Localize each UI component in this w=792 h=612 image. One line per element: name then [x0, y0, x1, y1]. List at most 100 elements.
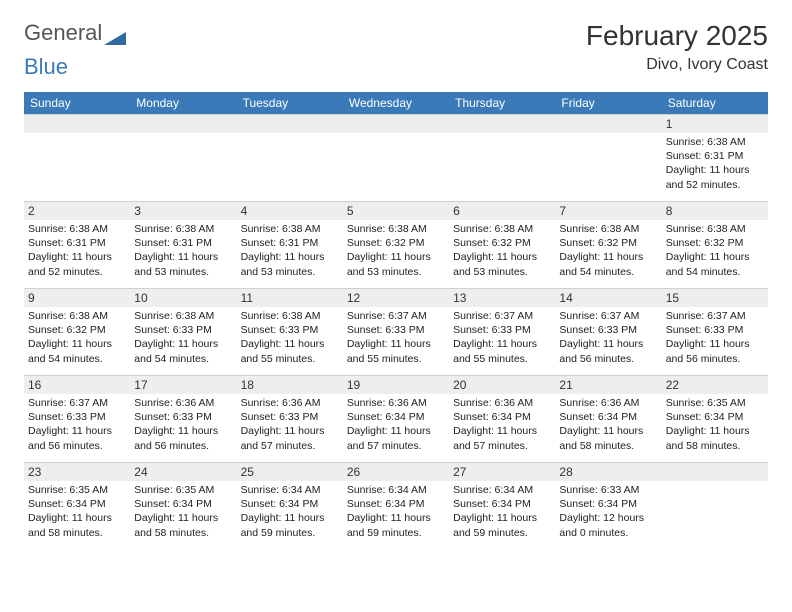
sunset-text: Sunset: 6:34 PM — [28, 497, 126, 511]
sunset-text: Sunset: 6:33 PM — [134, 410, 232, 424]
sunset-text: Sunset: 6:32 PM — [559, 236, 657, 250]
day-number — [343, 115, 449, 133]
sunrise-text: Sunrise: 6:38 AM — [559, 222, 657, 236]
day-details: Sunrise: 6:35 AMSunset: 6:34 PMDaylight:… — [24, 481, 130, 544]
day-cell: 24Sunrise: 6:35 AMSunset: 6:34 PMDayligh… — [130, 463, 236, 549]
day-details: Sunrise: 6:38 AMSunset: 6:32 PMDaylight:… — [24, 307, 130, 370]
day-details: Sunrise: 6:38 AMSunset: 6:31 PMDaylight:… — [662, 133, 768, 196]
daylight-text: Daylight: 11 hours and 57 minutes. — [453, 424, 551, 452]
sunrise-text: Sunrise: 6:38 AM — [666, 222, 764, 236]
weekday-header: Thursday — [449, 92, 555, 114]
day-number: 9 — [24, 289, 130, 307]
weekday-header: Wednesday — [343, 92, 449, 114]
sunrise-text: Sunrise: 6:36 AM — [453, 396, 551, 410]
day-details: Sunrise: 6:36 AMSunset: 6:34 PMDaylight:… — [449, 394, 555, 457]
day-cell: 18Sunrise: 6:36 AMSunset: 6:33 PMDayligh… — [237, 376, 343, 462]
day-cell: 5Sunrise: 6:38 AMSunset: 6:32 PMDaylight… — [343, 202, 449, 288]
daylight-text: Daylight: 11 hours and 55 minutes. — [453, 337, 551, 365]
sunset-text: Sunset: 6:34 PM — [666, 410, 764, 424]
sunset-text: Sunset: 6:34 PM — [347, 410, 445, 424]
weekday-header: Sunday — [24, 92, 130, 114]
day-number: 8 — [662, 202, 768, 220]
day-details: Sunrise: 6:34 AMSunset: 6:34 PMDaylight:… — [449, 481, 555, 544]
sunset-text: Sunset: 6:34 PM — [559, 497, 657, 511]
day-cell: 13Sunrise: 6:37 AMSunset: 6:33 PMDayligh… — [449, 289, 555, 375]
sunset-text: Sunset: 6:34 PM — [559, 410, 657, 424]
day-cell: 17Sunrise: 6:36 AMSunset: 6:33 PMDayligh… — [130, 376, 236, 462]
sunset-text: Sunset: 6:32 PM — [28, 323, 126, 337]
day-number: 27 — [449, 463, 555, 481]
weekday-header: Friday — [555, 92, 661, 114]
day-number: 18 — [237, 376, 343, 394]
sunrise-text: Sunrise: 6:38 AM — [666, 135, 764, 149]
daylight-text: Daylight: 11 hours and 53 minutes. — [241, 250, 339, 278]
day-details: Sunrise: 6:35 AMSunset: 6:34 PMDaylight:… — [130, 481, 236, 544]
logo-text-general: General — [24, 20, 102, 46]
sunset-text: Sunset: 6:31 PM — [241, 236, 339, 250]
weekday-header-row: Sunday Monday Tuesday Wednesday Thursday… — [24, 92, 768, 114]
sunrise-text: Sunrise: 6:34 AM — [347, 483, 445, 497]
daylight-text: Daylight: 11 hours and 58 minutes. — [134, 511, 232, 539]
sunset-text: Sunset: 6:33 PM — [28, 410, 126, 424]
month-title: February 2025 — [586, 20, 768, 52]
day-number: 6 — [449, 202, 555, 220]
daylight-text: Daylight: 11 hours and 59 minutes. — [347, 511, 445, 539]
weekday-header: Monday — [130, 92, 236, 114]
day-number: 15 — [662, 289, 768, 307]
day-details: Sunrise: 6:34 AMSunset: 6:34 PMDaylight:… — [343, 481, 449, 544]
day-details: Sunrise: 6:37 AMSunset: 6:33 PMDaylight:… — [449, 307, 555, 370]
day-cell: 7Sunrise: 6:38 AMSunset: 6:32 PMDaylight… — [555, 202, 661, 288]
day-cell: 16Sunrise: 6:37 AMSunset: 6:33 PMDayligh… — [24, 376, 130, 462]
day-cell: 1Sunrise: 6:38 AMSunset: 6:31 PMDaylight… — [662, 115, 768, 201]
day-cell — [24, 115, 130, 201]
day-number: 19 — [343, 376, 449, 394]
daylight-text: Daylight: 12 hours and 0 minutes. — [559, 511, 657, 539]
sunrise-text: Sunrise: 6:38 AM — [347, 222, 445, 236]
sunset-text: Sunset: 6:31 PM — [134, 236, 232, 250]
sunset-text: Sunset: 6:31 PM — [666, 149, 764, 163]
daylight-text: Daylight: 11 hours and 54 minutes. — [559, 250, 657, 278]
sunrise-text: Sunrise: 6:37 AM — [666, 309, 764, 323]
day-cell: 27Sunrise: 6:34 AMSunset: 6:34 PMDayligh… — [449, 463, 555, 549]
daylight-text: Daylight: 11 hours and 53 minutes. — [347, 250, 445, 278]
daylight-text: Daylight: 11 hours and 56 minutes. — [28, 424, 126, 452]
day-cell — [237, 115, 343, 201]
day-details: Sunrise: 6:38 AMSunset: 6:31 PMDaylight:… — [237, 220, 343, 283]
day-number — [555, 115, 661, 133]
day-details: Sunrise: 6:38 AMSunset: 6:31 PMDaylight:… — [24, 220, 130, 283]
day-number: 26 — [343, 463, 449, 481]
day-details: Sunrise: 6:38 AMSunset: 6:32 PMDaylight:… — [662, 220, 768, 283]
day-cell: 15Sunrise: 6:37 AMSunset: 6:33 PMDayligh… — [662, 289, 768, 375]
sunset-text: Sunset: 6:32 PM — [666, 236, 764, 250]
calendar-page: General February 2025 Divo, Ivory Coast … — [0, 0, 792, 559]
day-details: Sunrise: 6:36 AMSunset: 6:33 PMDaylight:… — [130, 394, 236, 457]
day-number: 20 — [449, 376, 555, 394]
week-row: 2Sunrise: 6:38 AMSunset: 6:31 PMDaylight… — [24, 201, 768, 288]
sunrise-text: Sunrise: 6:38 AM — [453, 222, 551, 236]
day-cell: 6Sunrise: 6:38 AMSunset: 6:32 PMDaylight… — [449, 202, 555, 288]
day-cell: 23Sunrise: 6:35 AMSunset: 6:34 PMDayligh… — [24, 463, 130, 549]
daylight-text: Daylight: 11 hours and 56 minutes. — [559, 337, 657, 365]
day-details: Sunrise: 6:38 AMSunset: 6:33 PMDaylight:… — [130, 307, 236, 370]
calendar-grid: Sunday Monday Tuesday Wednesday Thursday… — [24, 92, 768, 549]
day-number — [24, 115, 130, 133]
sunrise-text: Sunrise: 6:36 AM — [134, 396, 232, 410]
day-number: 16 — [24, 376, 130, 394]
logo-text-blue: Blue — [24, 54, 768, 80]
week-row: 23Sunrise: 6:35 AMSunset: 6:34 PMDayligh… — [24, 462, 768, 549]
day-cell: 14Sunrise: 6:37 AMSunset: 6:33 PMDayligh… — [555, 289, 661, 375]
sunset-text: Sunset: 6:33 PM — [241, 410, 339, 424]
day-cell: 25Sunrise: 6:34 AMSunset: 6:34 PMDayligh… — [237, 463, 343, 549]
sunset-text: Sunset: 6:34 PM — [134, 497, 232, 511]
day-details: Sunrise: 6:36 AMSunset: 6:34 PMDaylight:… — [343, 394, 449, 457]
daylight-text: Daylight: 11 hours and 58 minutes. — [666, 424, 764, 452]
day-number: 14 — [555, 289, 661, 307]
daylight-text: Daylight: 11 hours and 57 minutes. — [347, 424, 445, 452]
day-cell: 19Sunrise: 6:36 AMSunset: 6:34 PMDayligh… — [343, 376, 449, 462]
day-number: 12 — [343, 289, 449, 307]
day-cell: 2Sunrise: 6:38 AMSunset: 6:31 PMDaylight… — [24, 202, 130, 288]
daylight-text: Daylight: 11 hours and 56 minutes. — [134, 424, 232, 452]
sunset-text: Sunset: 6:33 PM — [453, 323, 551, 337]
day-cell — [343, 115, 449, 201]
sunset-text: Sunset: 6:34 PM — [453, 497, 551, 511]
